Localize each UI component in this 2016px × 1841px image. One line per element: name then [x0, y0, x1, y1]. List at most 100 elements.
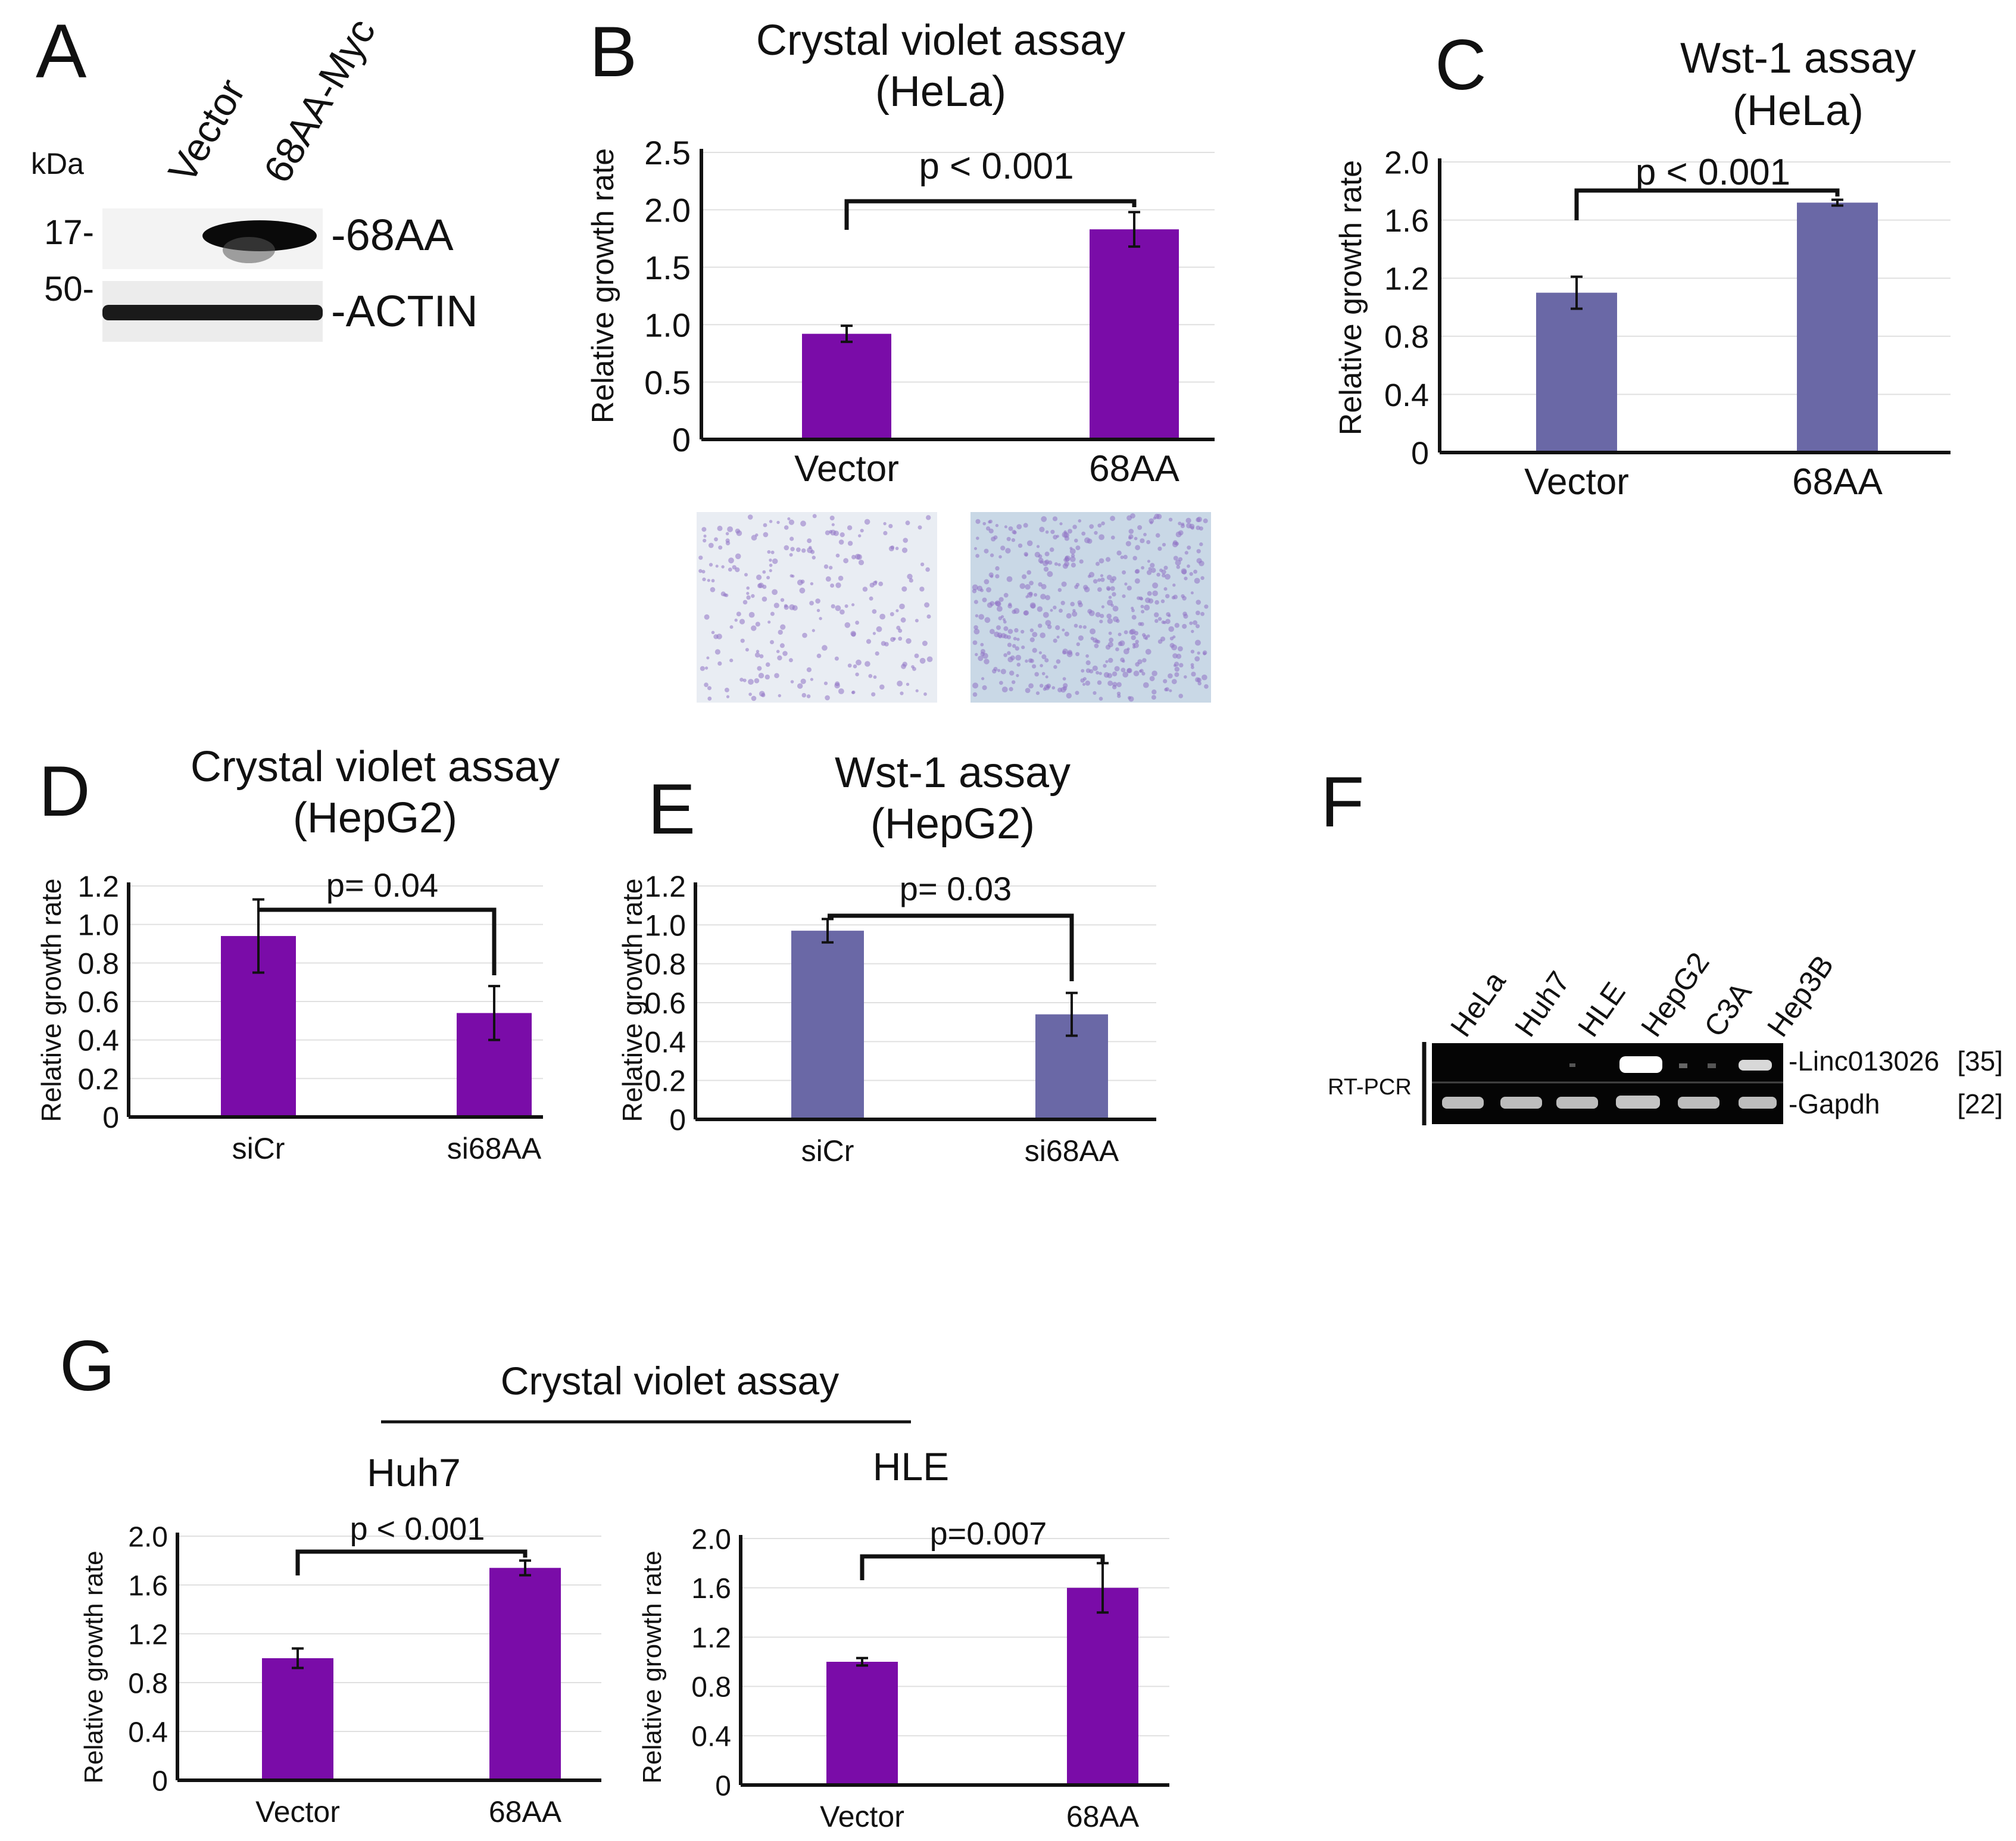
stained-cell — [736, 611, 741, 617]
stained-cell — [1187, 545, 1191, 550]
stained-cell — [1200, 611, 1204, 616]
chart-g2-significance-bracket — [860, 1554, 1105, 1580]
gene-label-linc013026: -Linc013026 — [1789, 1046, 1939, 1076]
stained-cell — [1063, 683, 1068, 688]
linc-band-hle-faint — [1569, 1063, 1575, 1067]
stained-cell — [1043, 611, 1049, 618]
marker-17: 17- — [44, 213, 94, 252]
stained-cell — [703, 538, 707, 543]
stained-cell — [835, 553, 840, 558]
stained-cell — [1040, 664, 1043, 667]
stained-cell — [1044, 559, 1050, 564]
chart-g2-title: HLE — [873, 1444, 949, 1489]
stained-cell — [755, 533, 759, 537]
stained-cell — [745, 648, 749, 652]
stained-cell — [1038, 554, 1043, 558]
chart-g2-ylabel: Relative growth rate — [638, 1550, 667, 1783]
stained-cell — [1178, 557, 1183, 561]
stained-cell — [1138, 669, 1142, 673]
stained-cell — [909, 578, 913, 583]
stained-cell — [1178, 646, 1183, 651]
stained-cell — [1016, 674, 1019, 678]
stained-cell — [990, 629, 995, 635]
stained-cell — [1015, 646, 1020, 651]
stained-cell — [1172, 541, 1178, 548]
stained-cell — [742, 600, 748, 605]
stained-cell — [851, 554, 856, 560]
stained-cell — [1125, 541, 1131, 547]
stained-cell — [1041, 583, 1047, 589]
chart-b-category-label: Vector — [794, 448, 899, 489]
stained-cell — [751, 535, 757, 541]
stained-cell — [751, 625, 757, 631]
chart-g2-tick-label: 1.6 — [691, 1573, 731, 1605]
stained-cell — [1105, 660, 1109, 663]
stained-cell — [1196, 610, 1200, 616]
stained-cell — [1116, 682, 1122, 688]
stained-cell — [982, 597, 987, 603]
stained-cell — [1096, 670, 1100, 675]
stained-cell — [1092, 665, 1098, 671]
stained-cell — [1174, 623, 1180, 628]
chart-b-title: Crystal violet assay — [756, 17, 1125, 64]
stained-cell — [1128, 536, 1132, 540]
stained-cell — [1199, 542, 1203, 547]
stained-cell — [834, 656, 839, 661]
stained-cell — [1171, 679, 1177, 685]
stained-cell — [1025, 659, 1028, 663]
stained-cell — [1155, 533, 1160, 538]
stained-cell — [1045, 675, 1048, 679]
stained-cell — [769, 569, 772, 573]
stained-cell — [782, 651, 788, 656]
stained-cell — [1191, 672, 1196, 677]
stained-cell — [1143, 532, 1147, 536]
stained-cell — [1194, 656, 1200, 661]
chart-g1-bar — [489, 1568, 561, 1780]
stained-cell — [1121, 667, 1126, 673]
stained-cell — [879, 684, 885, 690]
stained-cell — [1007, 629, 1013, 634]
stained-cell — [1064, 631, 1069, 636]
chart-e-bar — [791, 931, 864, 1119]
stained-cell — [1000, 615, 1004, 619]
stained-cell — [1168, 626, 1174, 632]
stained-cell — [746, 586, 750, 590]
stained-cell — [869, 596, 873, 601]
stained-cell — [1156, 572, 1160, 577]
stained-cell — [1109, 637, 1114, 642]
stained-cell — [1137, 525, 1143, 530]
stained-cell — [1115, 647, 1119, 651]
stained-cell — [1123, 554, 1128, 560]
stained-cell — [734, 618, 738, 622]
chart-g2-tick-label: 1.2 — [691, 1622, 731, 1654]
stained-cell — [701, 527, 707, 532]
stained-cell — [746, 592, 750, 595]
stained-cell — [1149, 518, 1154, 524]
stained-cell — [835, 681, 840, 687]
stained-cell — [701, 570, 706, 574]
stained-cell — [1162, 542, 1166, 547]
stained-cell — [725, 532, 729, 536]
stained-cell — [871, 692, 876, 697]
stained-cell — [1011, 538, 1016, 542]
stained-cell — [898, 636, 903, 641]
chart-c-subtitle: (HeLa) — [1733, 87, 1864, 135]
stained-cell — [1135, 569, 1140, 574]
stained-cell — [789, 553, 793, 557]
stained-cell — [1003, 592, 1009, 598]
stained-cell — [919, 657, 926, 664]
stained-cell — [1071, 554, 1075, 558]
stained-cell — [1077, 600, 1082, 605]
stained-cell — [856, 659, 862, 666]
stained-cell — [1116, 619, 1120, 623]
stained-cell — [1172, 583, 1176, 587]
stained-cell — [1045, 620, 1051, 626]
cycle-label-35: [35] — [1957, 1046, 2003, 1076]
stained-cell — [1110, 516, 1115, 522]
stained-cell — [986, 587, 991, 592]
band-68aa-smear — [223, 237, 275, 263]
stained-cell — [975, 653, 978, 657]
stained-cell — [707, 686, 711, 691]
stained-cell — [829, 566, 833, 570]
chart-d-subtitle: (HepG2) — [293, 794, 457, 842]
